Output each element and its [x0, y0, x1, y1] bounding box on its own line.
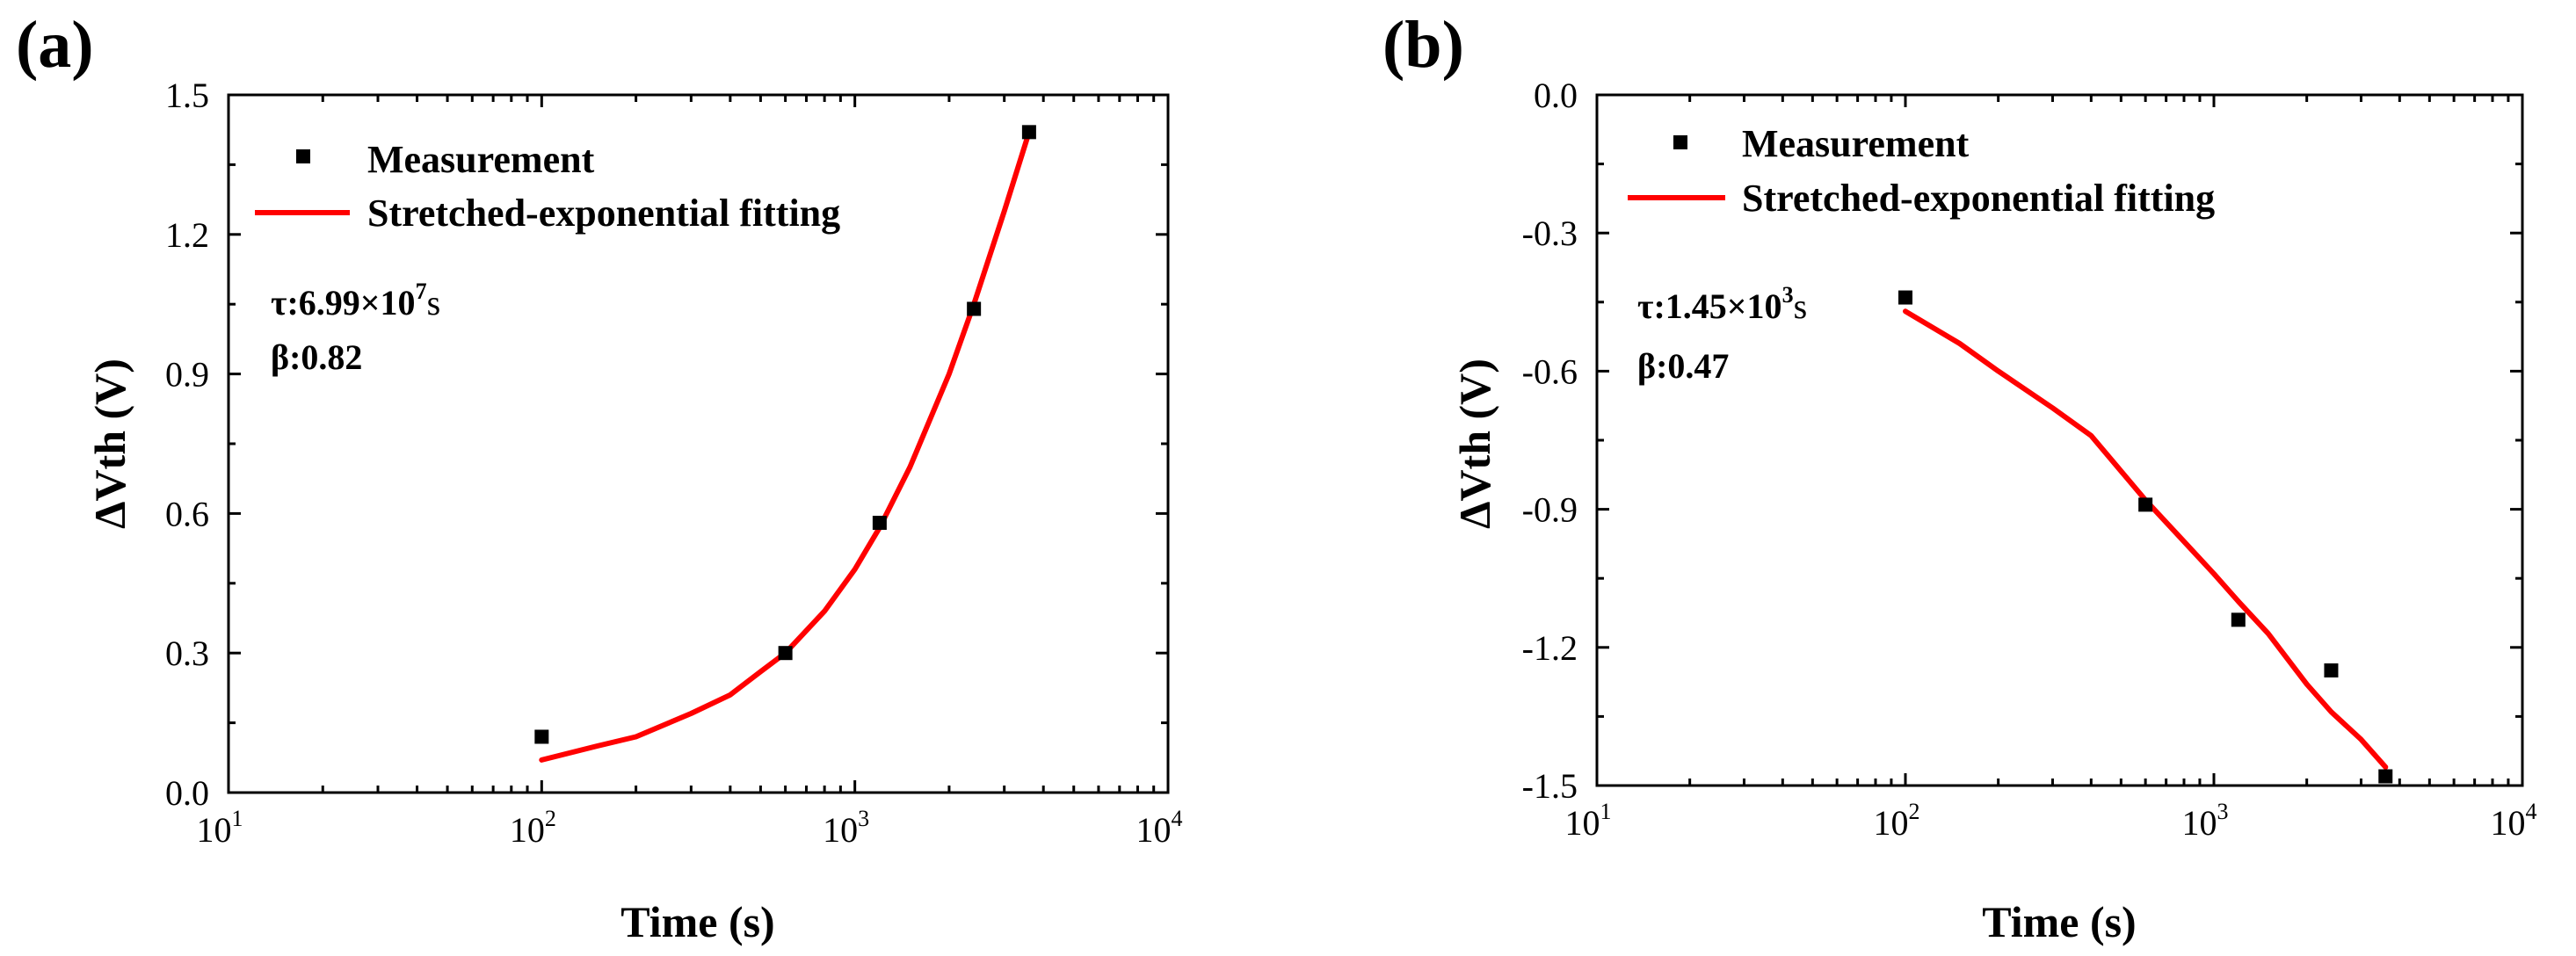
- legend-label-fit-b: Stretched-exponential fitting: [1742, 177, 2215, 220]
- measurement-point-a: [778, 646, 793, 661]
- x-axis-title-b: Time (s): [1982, 897, 2136, 946]
- beta-annotation-a: β:0.82: [271, 337, 362, 377]
- tau-mantissa-b: 1.45×10: [1665, 286, 1782, 326]
- measurement-point-b: [2378, 769, 2393, 784]
- measurement-point-b: [2138, 497, 2153, 512]
- y-tick-label: 0.6: [165, 494, 209, 533]
- y-tick-label: 1.5: [165, 76, 209, 115]
- beta-annotation-b: β:0.47: [1637, 346, 1729, 386]
- measurement-point-b: [1898, 290, 1912, 305]
- x-tick-label: 104: [2491, 799, 2537, 843]
- x-tick-label: 102: [1874, 799, 1920, 843]
- series-group-a: [534, 125, 1036, 763]
- chart-panel-a: (a) 0.0 0.3 0.6 0.9 1.2 1.5 101 102 103 104 Time…: [16, 8, 1183, 946]
- tau-label-b: τ:: [1637, 286, 1665, 326]
- y-tick-label: 0.9: [165, 355, 209, 395]
- x-tick-labels-b: 101 102 103 104: [1565, 799, 2537, 843]
- x-tick-label: 101: [197, 806, 243, 850]
- measurement-point-a: [967, 301, 982, 316]
- axis-ticks-a: [227, 93, 1170, 794]
- panel-label-a: (a): [16, 8, 94, 82]
- y-tick-label: -1.5: [1522, 766, 1578, 806]
- y-tick-labels-b: 0.0 -0.3 -0.6 -0.9 -1.2 -1.5: [1522, 76, 1578, 806]
- x-tick-label: 101: [1565, 799, 1612, 843]
- y-tick-label: 0.0: [165, 773, 209, 813]
- legend-marker-measurement-a: [296, 149, 310, 163]
- y-tick-labels-a: 0.0 0.3 0.6 0.9 1.2 1.5: [165, 76, 209, 813]
- x-tick-labels-a: 101 102 103 104: [197, 806, 1183, 850]
- x-tick-label: 103: [823, 806, 869, 850]
- y-tick-label: 1.2: [165, 215, 209, 255]
- x-tick-label: 104: [1136, 806, 1183, 850]
- y-tick-label: -0.3: [1522, 214, 1578, 253]
- y-tick-label: -1.2: [1522, 628, 1578, 668]
- measurement-point-a: [872, 515, 887, 530]
- y-tick-label: 0.3: [165, 634, 209, 673]
- tau-annotation-b: τ:1.45×103s: [1637, 282, 1807, 326]
- legend-a: Measurement Stretched-exponential fittin…: [255, 138, 840, 235]
- chart-panel-b: (b) 0.0 -0.3 -0.6 -0.9 -1.2 -1.5 101 102 103 104…: [1382, 8, 2537, 946]
- panel-label-b: (b): [1382, 8, 1464, 82]
- axis-ticks-b: [1595, 93, 2524, 787]
- tau-unit-a: s: [427, 283, 441, 322]
- tau-label-a: τ:: [271, 283, 299, 322]
- fit-curve-a: [539, 129, 1032, 763]
- x-tick-label: 102: [510, 806, 556, 850]
- measurement-point-a: [534, 729, 549, 744]
- tau-annotation-a: τ:6.99×107s: [271, 279, 440, 322]
- y-axis-title-a: ΔVth (V): [85, 358, 134, 529]
- tau-exponent-a: 7: [416, 279, 427, 304]
- measurement-point-b: [2324, 663, 2339, 677]
- measurement-point-a: [1021, 125, 1036, 140]
- legend-b: Measurement Stretched-exponential fittin…: [1628, 122, 2215, 220]
- y-axis-title-b: ΔVth (V): [1450, 358, 1499, 529]
- y-tick-label: -0.6: [1522, 351, 1578, 391]
- fit-curve-b: [1903, 308, 2389, 770]
- legend-label-measurement-a: Measurement: [367, 138, 595, 181]
- series-group-b: [1898, 290, 2393, 784]
- x-tick-label: 103: [2182, 799, 2229, 843]
- measurement-point-b: [2231, 612, 2246, 627]
- y-tick-label: -0.9: [1522, 490, 1578, 530]
- x-axis-title-a: Time (s): [620, 897, 774, 946]
- legend-label-measurement-b: Measurement: [1742, 122, 1970, 165]
- tau-exponent-b: 3: [1782, 282, 1794, 308]
- tau-unit-b: s: [1794, 286, 1808, 326]
- y-tick-label: 0.0: [1534, 76, 1578, 115]
- tau-mantissa-a: 6.99×10: [299, 283, 416, 322]
- legend-marker-measurement-b: [1673, 135, 1687, 149]
- legend-label-fit-a: Stretched-exponential fitting: [367, 192, 840, 235]
